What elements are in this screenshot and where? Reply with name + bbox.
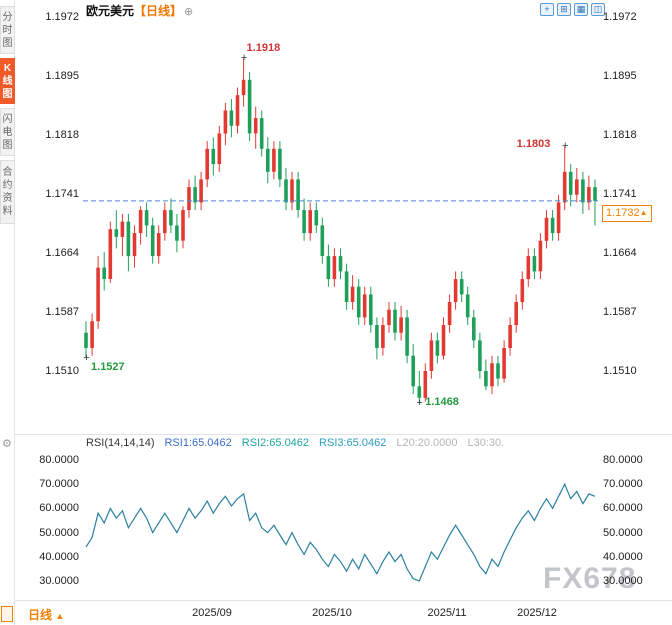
- price-annotation: 1.1527: [91, 360, 125, 373]
- price-annotation: 1.1918: [246, 42, 281, 55]
- multi-panel-icon[interactable]: ◫: [591, 3, 605, 16]
- indicator-settings-icon[interactable]: ⚙: [2, 438, 12, 450]
- rsi-axis-label: 30.0000: [603, 575, 643, 587]
- rsi-header: RSI(14,14,14) RSI1:65.0462 RSI2:65.0462 RSI…: [86, 437, 504, 449]
- price-axis-label: 1.1587: [45, 306, 79, 318]
- rsi-axis-label: 50.0000: [39, 526, 79, 539]
- rsi-axis-label: 70.0000: [39, 478, 79, 491]
- rsi-axis-label: 80.0000: [603, 454, 643, 466]
- price-axis-label: 1.1664: [603, 247, 637, 259]
- price-axis-label: 1.1972: [603, 11, 637, 23]
- symbol-name: 欧元美元: [86, 4, 135, 18]
- indicator-icon[interactable]: ▦: [574, 3, 588, 16]
- period-selector[interactable]: 日线 ▲: [28, 606, 64, 623]
- rsi-legend-item: RSI2:65.0462: [241, 437, 310, 449]
- price-marker-icon: +: [561, 140, 569, 153]
- zoom-icon[interactable]: ⊞: [557, 3, 571, 16]
- rsi-axis-label: 50.0000: [603, 526, 643, 539]
- rsi-axis-label: 40.0000: [603, 550, 643, 563]
- price-axis-label: 1.1972: [45, 11, 79, 23]
- candlestick-chart[interactable]: [83, 0, 598, 435]
- axis-separator: [15, 600, 672, 601]
- price-marker-icon: +: [416, 397, 423, 410]
- rsi-axis-label: 30.0000: [39, 575, 79, 587]
- rsi-legend-item: L30:30.: [467, 437, 505, 449]
- rsi-axis-label: 40.0000: [39, 550, 79, 563]
- price-annotation: 1.1468: [425, 396, 459, 409]
- price-up-arrow-icon: ▲: [639, 207, 648, 217]
- price-axis-label: 1.1818: [45, 129, 79, 141]
- add-indicator-icon[interactable]: ⊕: [184, 6, 194, 18]
- price-marker-icon: +: [240, 52, 248, 65]
- panel-separator: [15, 434, 672, 435]
- chart-header: 欧元美元【日线】 ⊕: [86, 2, 193, 19]
- price-axis-label: 1.1664: [45, 247, 79, 259]
- rsi-chart[interactable]: [83, 450, 598, 598]
- chart-toolbar: + ⊞ ▦ ◫: [540, 3, 605, 16]
- x-axis-date-label: 2025/12: [517, 607, 557, 619]
- last-price-value: 1.1732: [606, 206, 640, 219]
- price-marker-icon: +: [83, 351, 90, 364]
- price-axis-label: 1.1741: [603, 188, 637, 200]
- sidebar-tab-flash-chart[interactable]: 闪电图: [0, 108, 15, 156]
- price-annotation: 1.1803: [516, 138, 551, 151]
- rsi-legend: RSI1:65.0462 RSI2:65.0462 RSI3:65.0462 L20:…: [164, 437, 504, 449]
- period-up-arrow-icon: ▲: [55, 611, 65, 621]
- x-axis-date-label: 2025/09: [192, 607, 232, 619]
- price-axis-label: 1.1510: [45, 365, 79, 377]
- crosshair-icon[interactable]: +: [540, 3, 554, 16]
- rsi-axis-label: 80.0000: [39, 454, 79, 466]
- rsi-legend-item: L20:20.0000: [396, 437, 458, 449]
- rsi-legend-item: RSI3:65.0462: [319, 437, 387, 449]
- x-axis-date-label: 2025/10: [312, 607, 352, 619]
- sidebar-tab-contract-info[interactable]: 合约资料: [0, 160, 15, 224]
- price-axis-label: 1.1510: [603, 365, 637, 377]
- price-axis-label: 1.1895: [45, 70, 79, 82]
- rsi-axis-label: 60.0000: [603, 502, 643, 515]
- x-axis-date-label: 2025/11: [427, 607, 467, 619]
- rsi-indicator-name: RSI(14,14,14): [86, 437, 155, 449]
- period-label[interactable]: 【日线】: [134, 4, 183, 18]
- rsi-axis-label: 60.0000: [39, 502, 79, 515]
- price-axis-label: 1.1587: [603, 306, 637, 318]
- rsi-legend-item: RSI1:65.0462: [164, 437, 232, 449]
- price-axis-label: 1.1741: [45, 188, 79, 200]
- rsi-axis-label: 70.0000: [603, 478, 643, 491]
- sidebar-bottom-tab[interactable]: [1, 606, 13, 622]
- price-axis-label: 1.1818: [603, 129, 637, 141]
- period-selector-label: 日线: [28, 608, 53, 622]
- last-price-tag: 1.1732▲: [602, 204, 652, 222]
- watermark: FX678: [543, 562, 637, 595]
- sidebar-tab-time-chart[interactable]: 分时图: [0, 6, 15, 54]
- price-axis-label: 1.1895: [603, 70, 637, 82]
